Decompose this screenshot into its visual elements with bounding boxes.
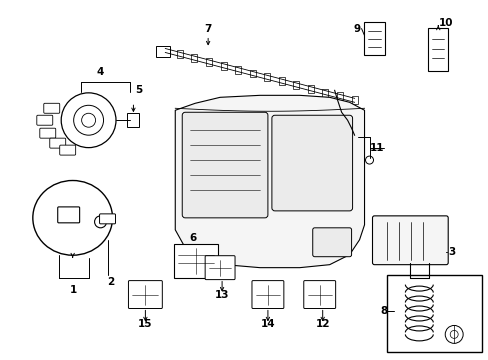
Bar xyxy=(322,89,328,96)
Bar xyxy=(278,77,284,85)
Ellipse shape xyxy=(33,180,112,255)
FancyBboxPatch shape xyxy=(427,28,447,71)
FancyBboxPatch shape xyxy=(50,138,65,148)
FancyBboxPatch shape xyxy=(271,115,352,211)
FancyBboxPatch shape xyxy=(127,113,139,127)
FancyBboxPatch shape xyxy=(37,115,53,125)
Text: 14: 14 xyxy=(260,319,275,329)
FancyBboxPatch shape xyxy=(372,216,447,265)
Bar xyxy=(177,50,183,58)
Text: 6: 6 xyxy=(189,233,197,243)
FancyBboxPatch shape xyxy=(251,280,283,309)
Ellipse shape xyxy=(81,113,95,127)
Text: 1: 1 xyxy=(70,284,77,294)
Circle shape xyxy=(94,216,106,228)
Text: 8: 8 xyxy=(380,306,387,316)
FancyBboxPatch shape xyxy=(303,280,335,309)
Bar xyxy=(162,46,168,54)
Text: 2: 2 xyxy=(107,276,114,287)
Bar xyxy=(293,81,299,89)
Bar xyxy=(351,96,357,104)
Bar xyxy=(307,85,313,93)
Circle shape xyxy=(365,156,373,164)
FancyBboxPatch shape xyxy=(40,128,56,138)
Text: 10: 10 xyxy=(438,18,452,28)
Text: 3: 3 xyxy=(447,247,455,257)
Bar xyxy=(336,93,342,100)
Ellipse shape xyxy=(74,105,103,135)
FancyBboxPatch shape xyxy=(60,145,76,155)
FancyBboxPatch shape xyxy=(182,112,267,218)
Text: 11: 11 xyxy=(369,143,384,153)
Bar xyxy=(205,58,211,66)
Circle shape xyxy=(444,325,462,343)
FancyBboxPatch shape xyxy=(347,133,357,140)
FancyBboxPatch shape xyxy=(205,256,235,280)
Text: 7: 7 xyxy=(204,24,211,33)
FancyBboxPatch shape xyxy=(156,45,170,58)
FancyBboxPatch shape xyxy=(312,228,351,257)
FancyBboxPatch shape xyxy=(174,244,218,278)
FancyBboxPatch shape xyxy=(44,103,60,113)
FancyBboxPatch shape xyxy=(100,214,115,224)
Bar xyxy=(191,54,197,62)
Text: 12: 12 xyxy=(315,319,329,329)
Bar xyxy=(249,69,255,77)
Ellipse shape xyxy=(61,93,116,148)
Text: 13: 13 xyxy=(214,289,229,300)
Text: 5: 5 xyxy=(135,85,142,95)
FancyBboxPatch shape xyxy=(128,280,162,309)
FancyBboxPatch shape xyxy=(58,207,80,223)
Bar xyxy=(235,66,241,74)
FancyBboxPatch shape xyxy=(363,22,385,55)
Text: 4: 4 xyxy=(97,67,104,77)
Text: 9: 9 xyxy=(352,24,359,33)
Text: 15: 15 xyxy=(138,319,152,329)
Bar xyxy=(264,73,270,81)
Polygon shape xyxy=(175,95,364,268)
Bar xyxy=(386,275,481,352)
Circle shape xyxy=(449,330,457,338)
Bar xyxy=(220,62,226,70)
